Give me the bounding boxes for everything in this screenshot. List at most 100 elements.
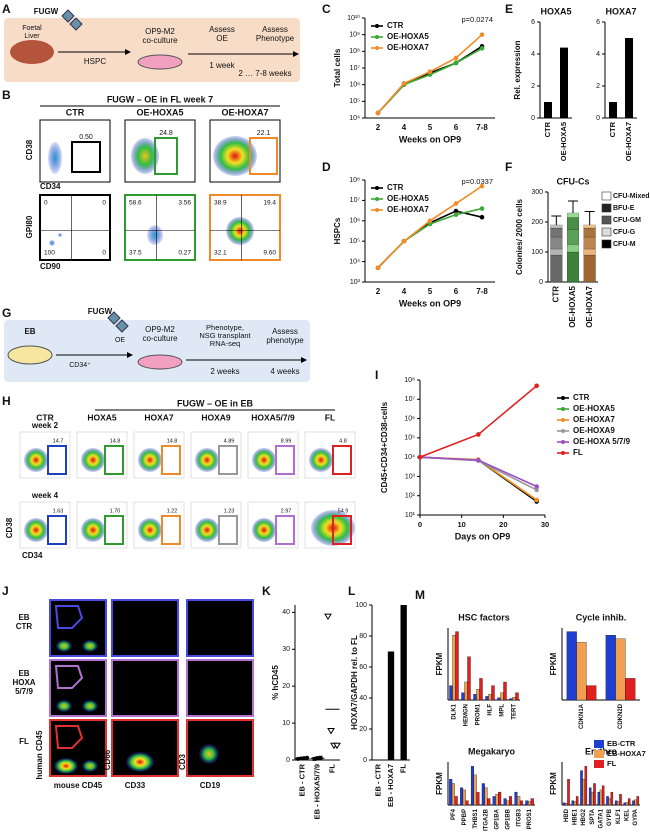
y-tick-label: 10⁸ bbox=[404, 377, 415, 384]
y-tick-label: 0 bbox=[363, 757, 367, 764]
legend-swatch bbox=[601, 227, 612, 237]
y-tick-label: 100 bbox=[531, 249, 543, 256]
label: CD38 bbox=[5, 517, 14, 538]
label: mouse CD45 bbox=[54, 781, 103, 790]
gate bbox=[47, 515, 67, 545]
x-tick-label: EB - CTR bbox=[373, 763, 382, 796]
bar bbox=[525, 800, 529, 806]
y-axis-label: HSPCs bbox=[333, 217, 342, 244]
bar bbox=[586, 685, 597, 701]
label: CD90 bbox=[40, 262, 61, 271]
x-tick-label: CDKN2D bbox=[618, 703, 624, 729]
legend-swatch bbox=[601, 191, 612, 201]
label: OE-HOXA7 bbox=[221, 107, 268, 117]
data-point bbox=[312, 756, 317, 761]
flow-plot bbox=[186, 659, 254, 717]
x-tick-label: HLF bbox=[488, 704, 494, 716]
label: GPI80 bbox=[25, 215, 34, 238]
bar bbox=[605, 635, 616, 701]
label: FL bbox=[325, 412, 335, 422]
bar bbox=[567, 779, 570, 806]
label: 0 bbox=[102, 250, 106, 257]
bar bbox=[509, 698, 513, 701]
segment-shade bbox=[550, 225, 563, 228]
label: 38.9 bbox=[214, 200, 227, 207]
x-axis-label: Days on OP9 bbox=[455, 531, 511, 541]
bar bbox=[461, 692, 465, 701]
label: Phenotype, bbox=[206, 323, 244, 332]
data-point bbox=[476, 432, 481, 437]
legend-label: OE-HOXA 5/7/9 bbox=[573, 437, 631, 446]
bar bbox=[566, 631, 577, 701]
y-axis-label: HOXA7/GAPDH rel. to FL bbox=[350, 635, 359, 730]
bar bbox=[609, 102, 617, 118]
label: FUGW bbox=[34, 7, 59, 16]
x-tick-label: MPL bbox=[500, 704, 506, 717]
panel-letter: E bbox=[505, 2, 513, 16]
x-tick-label: 4 bbox=[402, 287, 407, 296]
label: FUGW – OE in EB bbox=[177, 398, 254, 408]
label: CD34 bbox=[40, 182, 61, 191]
legend-label: OE-HOXA7 bbox=[387, 205, 429, 214]
label: HOXA5 bbox=[87, 412, 117, 422]
y-tick-label: 6 bbox=[596, 19, 600, 26]
y-axis-label: Total cells bbox=[333, 48, 342, 87]
bar bbox=[488, 694, 492, 701]
legend-swatch bbox=[594, 750, 604, 758]
cell-density bbox=[58, 233, 62, 237]
x-tick-label: 30 bbox=[541, 520, 549, 529]
cell-density bbox=[56, 640, 72, 652]
legend-label: EB-CTR bbox=[607, 739, 636, 748]
legend-marker bbox=[375, 197, 379, 201]
label: 32.1 bbox=[214, 250, 227, 257]
data-point bbox=[324, 613, 332, 621]
gate bbox=[71, 141, 101, 173]
cell-density bbox=[24, 518, 48, 542]
x-tick-label: GP1BB bbox=[505, 808, 511, 829]
x-tick-label: PROM1 bbox=[476, 703, 482, 725]
legend-swatch bbox=[601, 215, 612, 225]
x-tick-label: CTR bbox=[543, 121, 552, 137]
cell-density bbox=[199, 744, 219, 764]
legend-swatch bbox=[594, 740, 604, 748]
label: EB bbox=[24, 327, 35, 336]
bar bbox=[506, 800, 510, 806]
data-point bbox=[479, 214, 485, 220]
label: HOXA bbox=[12, 678, 35, 687]
bar bbox=[530, 798, 534, 806]
x-tick-label: 5 bbox=[428, 123, 433, 132]
bar bbox=[464, 681, 468, 701]
y-tick-label: 10⁵ bbox=[349, 98, 360, 105]
panel-letter: D bbox=[322, 160, 331, 174]
cell-density bbox=[131, 138, 159, 174]
y-tick-label: 10 bbox=[282, 720, 290, 727]
x-tick-label: GP1BA bbox=[495, 808, 501, 829]
y-tick-label: 10⁶ bbox=[349, 218, 360, 225]
y-tick-label: 0 bbox=[596, 115, 600, 122]
bar bbox=[614, 800, 618, 806]
y-tick-label: 10² bbox=[405, 493, 416, 500]
label: 5/7/9 bbox=[15, 687, 33, 696]
segment-shade bbox=[583, 237, 596, 249]
diagram-background bbox=[4, 18, 300, 82]
y-axis-label: FPKM bbox=[549, 652, 558, 675]
cell-density bbox=[309, 448, 333, 472]
panel-letter: C bbox=[322, 2, 331, 16]
x-tick-label: GATA1 bbox=[599, 808, 605, 828]
flow-plot bbox=[186, 599, 254, 657]
y-tick-label: 10⁴ bbox=[404, 454, 415, 461]
bar bbox=[576, 642, 587, 701]
y-axis-label: FPKM bbox=[549, 772, 558, 795]
label: FL bbox=[19, 737, 29, 746]
bar bbox=[636, 796, 640, 806]
panel-letter: M bbox=[415, 588, 425, 602]
segment-shade bbox=[583, 225, 596, 228]
series-line bbox=[419, 385, 538, 458]
bar bbox=[528, 801, 532, 806]
cell-density bbox=[252, 518, 276, 542]
x-tick-label: EB - HOXA7 bbox=[386, 764, 395, 807]
y-tick-label: 10⁶ bbox=[404, 415, 415, 422]
label: FUGW bbox=[88, 307, 113, 316]
legend-swatch bbox=[594, 760, 604, 768]
data-point bbox=[427, 221, 433, 227]
